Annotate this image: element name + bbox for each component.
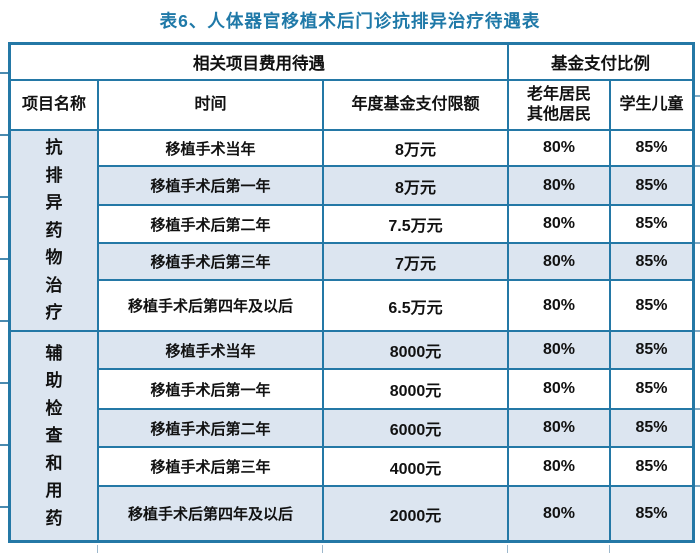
time-cell: 移植手术后第一年 (99, 167, 322, 204)
annual-limit-cell: 2000元 (324, 487, 507, 540)
student-children-rate-cell: 85% (611, 167, 692, 204)
table-title: 表6、人体器官移植术后门诊抗排异治疗待遇表 (159, 11, 541, 31)
student-children-rate-cell: 85% (611, 244, 692, 279)
column-header-elderly: 老年居民 其他居民 (509, 81, 609, 129)
time-cell: 移植手术后第二年 (99, 410, 322, 446)
time-cell: 移植手术后第四年及以后 (99, 487, 322, 540)
time-cell: 移植手术当年 (99, 131, 322, 165)
elderly-resident-rate-cell: 80% (509, 448, 609, 485)
annual-limit-cell: 6.5万元 (324, 281, 507, 330)
student-children-rate-cell: 85% (611, 448, 692, 485)
student-children-rate-cell: 85% (611, 370, 692, 408)
header-ratio-group: 基金支付比例 (509, 45, 692, 79)
header-fee-group: 相关项目费用待遇 (11, 45, 507, 79)
column-header-limit: 年度基金支付限额 (324, 81, 507, 129)
elderly-resident-rate-cell: 80% (509, 281, 609, 330)
annual-limit-cell: 7万元 (324, 244, 507, 279)
elderly-resident-rate-cell: 80% (509, 410, 609, 446)
elderly-resident-rate-cell: 80% (509, 131, 609, 165)
elderly-resident-rate-cell: 80% (509, 487, 609, 540)
time-cell: 移植手术后第三年 (99, 244, 322, 279)
group-label-text: 辅助检查和用药 (45, 343, 63, 528)
time-cell: 移植手术后第三年 (99, 448, 322, 485)
column-header-time: 时间 (99, 81, 322, 129)
column-header-project: 项目名称 (11, 81, 97, 129)
annual-limit-cell: 6000元 (324, 410, 507, 446)
benefits-table: 相关项目费用待遇 基金支付比例 项目名称 时间 年度基金支付限额 老年居民 其他… (8, 42, 695, 543)
group-label: 辅助检查和用药 (11, 332, 97, 540)
time-cell: 移植手术后第二年 (99, 206, 322, 242)
student-children-rate-cell: 85% (611, 487, 692, 540)
time-cell: 移植手术当年 (99, 332, 322, 368)
elderly-resident-rate-cell: 80% (509, 332, 609, 368)
student-children-rate-cell: 85% (611, 281, 692, 330)
elderly-resident-rate-cell: 80% (509, 167, 609, 204)
student-children-rate-cell: 85% (611, 332, 692, 368)
time-cell: 移植手术后第四年及以后 (99, 281, 322, 330)
column-header-elderly-line2: 其他居民 (526, 106, 591, 123)
group-label-text: 抗排异药物治疗 (45, 138, 63, 323)
column-header-student: 学生儿童 (611, 81, 692, 129)
group-label: 抗排异药物治疗 (11, 131, 97, 330)
time-cell: 移植手术后第一年 (99, 370, 322, 408)
annual-limit-cell: 8000元 (324, 332, 507, 368)
elderly-resident-rate-cell: 80% (509, 370, 609, 408)
annual-limit-cell: 8000元 (324, 370, 507, 408)
annual-limit-cell: 8万元 (324, 131, 507, 165)
elderly-resident-rate-cell: 80% (509, 244, 609, 279)
annual-limit-cell: 4000元 (324, 448, 507, 485)
annual-limit-cell: 7.5万元 (324, 206, 507, 242)
annual-limit-cell: 8万元 (324, 167, 507, 204)
student-children-rate-cell: 85% (611, 131, 692, 165)
elderly-resident-rate-cell: 80% (509, 206, 609, 242)
column-header-elderly-line1: 老年居民 (526, 86, 591, 103)
student-children-rate-cell: 85% (611, 410, 692, 446)
student-children-rate-cell: 85% (611, 206, 692, 242)
